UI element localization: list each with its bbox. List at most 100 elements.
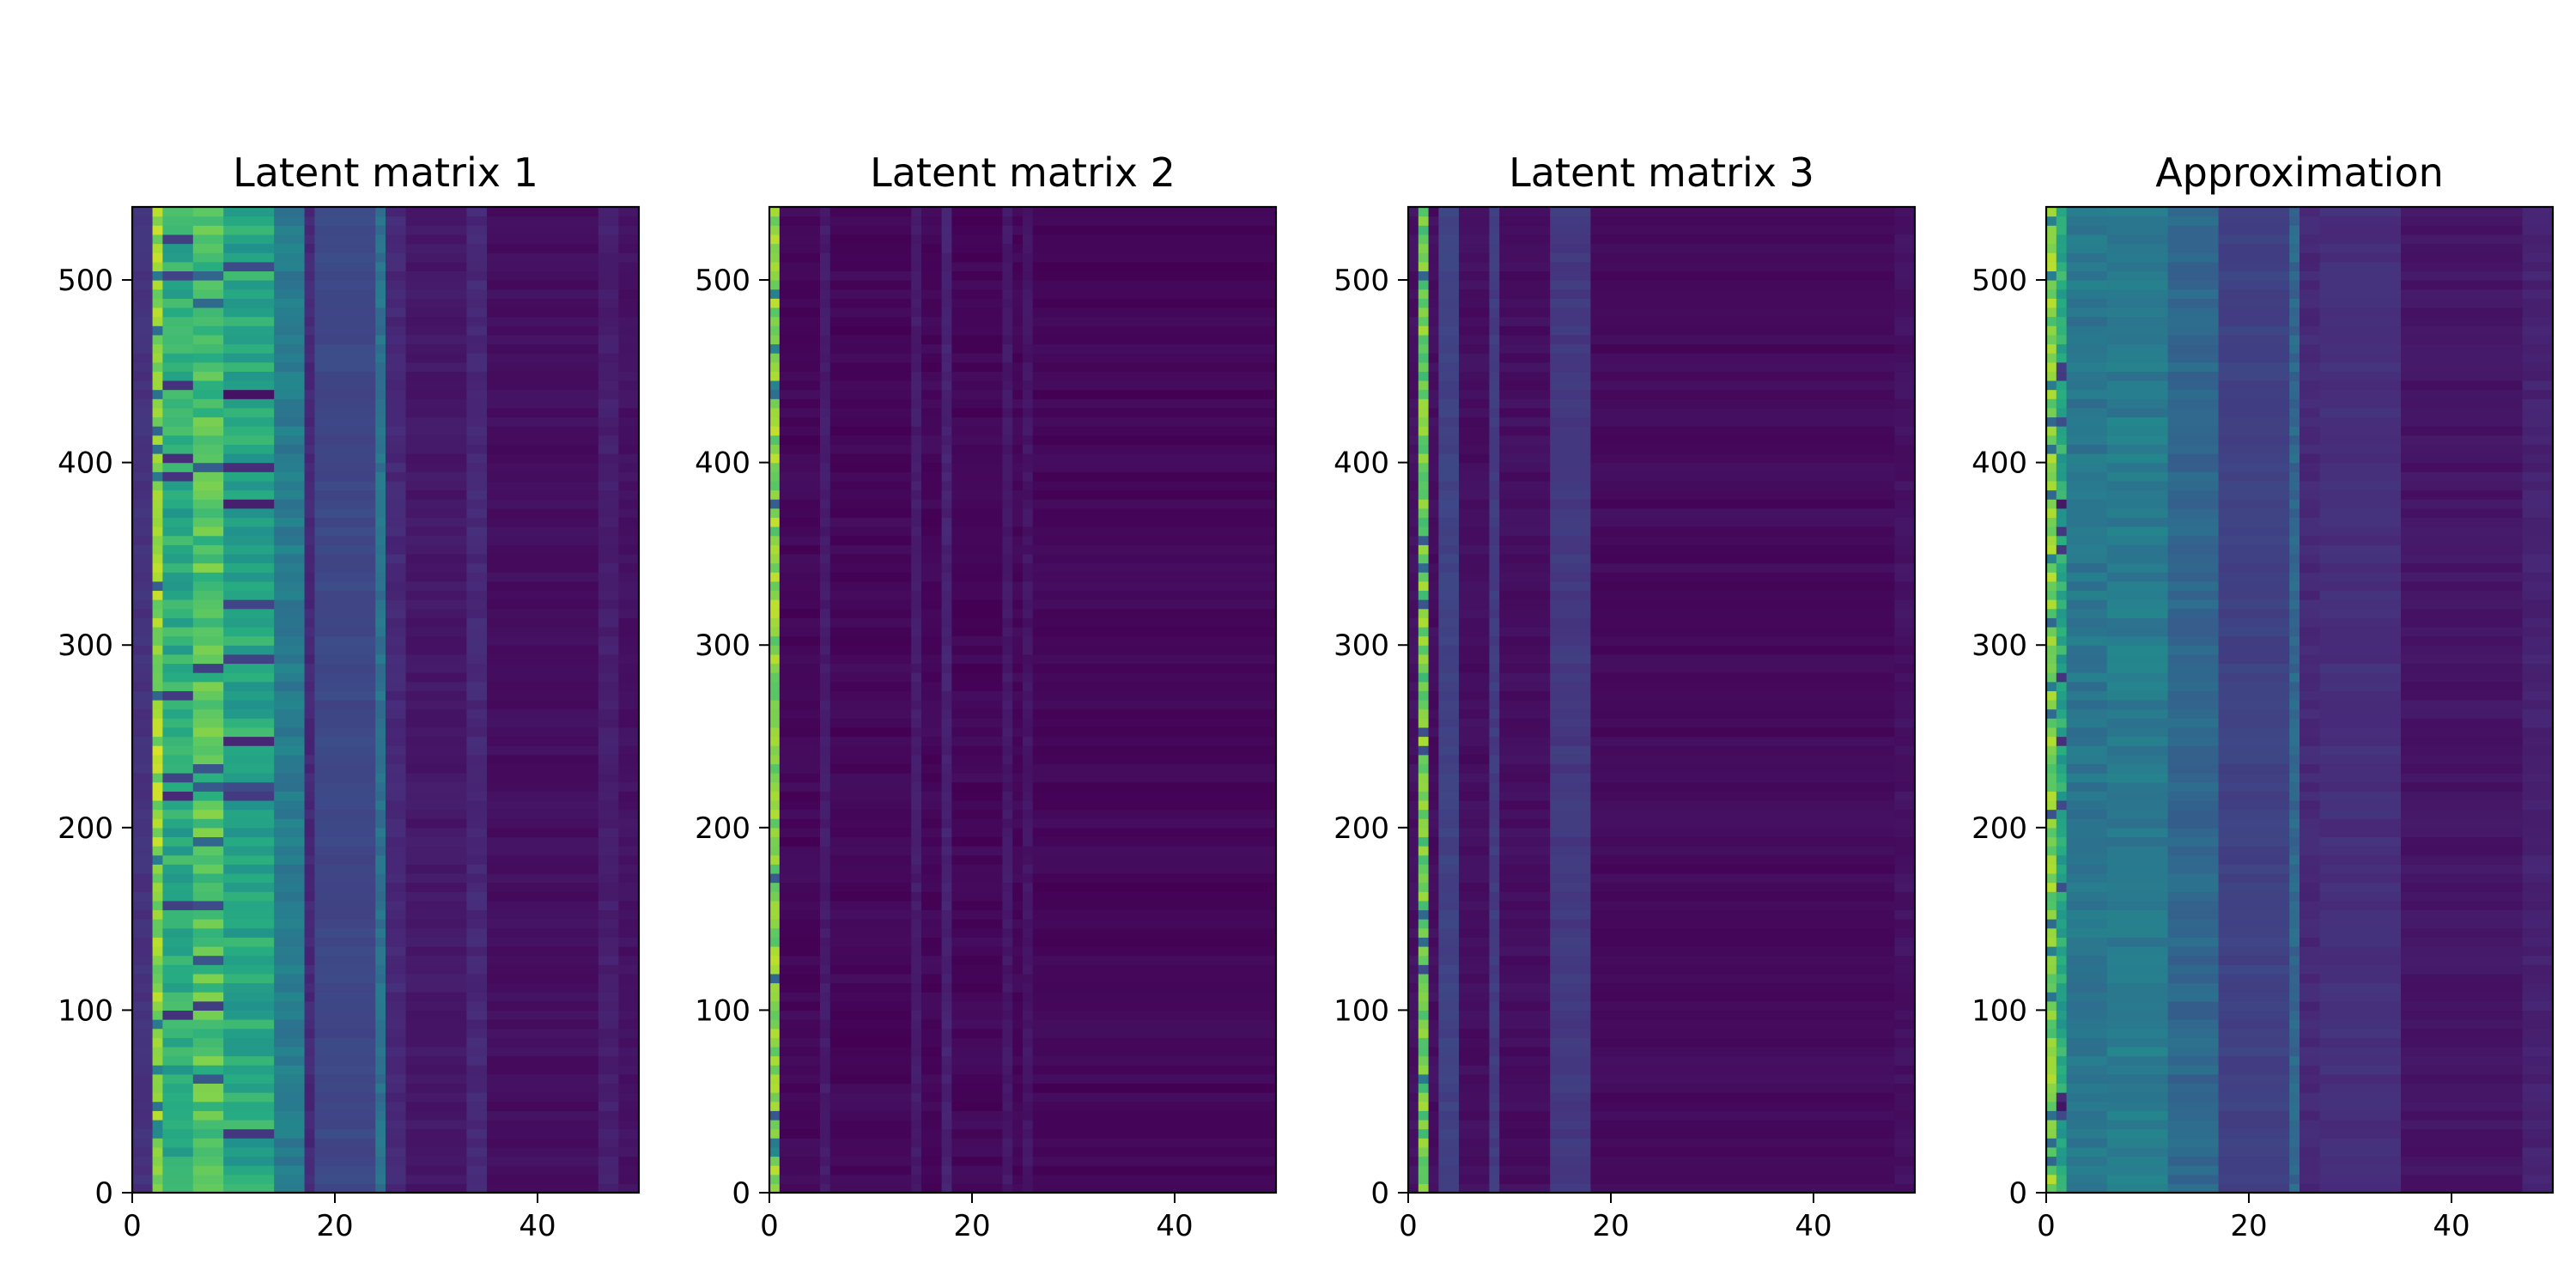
- heatmap-cell: [921, 1128, 943, 1139]
- heatmap-cell: [2167, 745, 2220, 756]
- heatmap-cell: [1550, 207, 1591, 217]
- heatmap-cell: [223, 864, 275, 874]
- heatmap-cell: [314, 1138, 376, 1148]
- heatmap-cell: [192, 1010, 224, 1020]
- heatmap-cell: [1428, 891, 1439, 902]
- heatmap-cell: [405, 681, 467, 691]
- heatmap-cell: [1590, 809, 1895, 819]
- heatmap-cell: [779, 763, 821, 774]
- heatmap-cell: [314, 726, 376, 738]
- heatmap-cell: [941, 380, 952, 391]
- heatmap-cell: [829, 234, 912, 245]
- heatmap-cell: [598, 580, 619, 592]
- heatmap-cell: [1012, 955, 1024, 965]
- heatmap-cell: [132, 1138, 154, 1148]
- heatmap-cell: [132, 608, 154, 618]
- heatmap-cell: [274, 799, 306, 811]
- heatmap-cell: [769, 955, 781, 965]
- heatmap-cell: [152, 599, 163, 610]
- heatmap-cell: [304, 992, 315, 1002]
- heatmap-cell: [132, 1037, 154, 1048]
- heatmap-cell: [779, 653, 821, 665]
- heatmap-cell: [951, 426, 1003, 436]
- heatmap-cell: [951, 1146, 1003, 1157]
- heatmap-cell: [941, 809, 952, 819]
- heatmap-cell: [223, 818, 275, 829]
- heatmap-cell: [951, 444, 1003, 454]
- heatmap-cell: [162, 973, 194, 984]
- heatmap-cell: [162, 827, 194, 838]
- heatmap-cell: [598, 307, 619, 318]
- heatmap-cell: [2218, 562, 2290, 573]
- heatmap-cell: [829, 416, 912, 427]
- heatmap-cell: [769, 872, 781, 884]
- heatmap-cell: [1590, 818, 1895, 829]
- heatmap-cell: [1023, 398, 1034, 409]
- heatmap-cell: [132, 353, 154, 363]
- heatmap-cell: [314, 398, 376, 409]
- heatmap-cell: [1032, 645, 1277, 655]
- heatmap-cell: [162, 216, 194, 226]
- heatmap-cell: [1012, 480, 1024, 491]
- heatmap-cell: [466, 462, 488, 472]
- heatmap-cell: [1590, 1046, 1895, 1057]
- heatmap-cell: [405, 690, 467, 701]
- heatmap-cell: [487, 608, 599, 618]
- heatmap-cell: [1023, 243, 1034, 253]
- heatmap-cell: [487, 827, 599, 838]
- heatmap-cell: [314, 434, 376, 445]
- heatmap-cell: [274, 809, 306, 819]
- heatmap-cell: [1418, 289, 1430, 299]
- heatmap-cell: [1499, 982, 1551, 993]
- heatmap-cell: [2046, 572, 2057, 582]
- heatmap-cell: [1459, 389, 1490, 399]
- heatmap-cell: [2056, 261, 2068, 272]
- heatmap-cell: [2218, 1019, 2290, 1030]
- heatmap-cell: [951, 718, 1003, 728]
- heatmap-cell: [1012, 626, 1024, 637]
- heatmap-cell: [1459, 1000, 1490, 1012]
- heatmap-cell: [132, 781, 154, 792]
- heatmap-cell: [779, 407, 821, 418]
- heatmap-cell: [2319, 781, 2402, 792]
- heatmap-cell: [1499, 791, 1551, 801]
- heatmap-cell: [162, 471, 194, 482]
- heatmap-cell: [769, 919, 781, 929]
- heatmap-cell: [1002, 708, 1013, 719]
- heatmap-cell: [1499, 645, 1551, 655]
- heatmap-cell: [779, 544, 821, 555]
- heatmap-cell: [1002, 718, 1013, 728]
- heatmap-cell: [1894, 846, 1916, 856]
- heatmap-cell: [1408, 1101, 1419, 1111]
- heatmap-cell: [829, 380, 912, 391]
- heatmap-cell: [1032, 946, 1277, 957]
- heatmap-cell: [2300, 599, 2321, 610]
- heatmap-cell: [2066, 626, 2108, 637]
- heatmap-cell: [152, 535, 163, 545]
- heatmap-cell: [1459, 334, 1490, 345]
- heatmap-cell: [466, 1156, 488, 1166]
- heatmap-cell: [829, 1128, 912, 1139]
- heatmap-cell: [1590, 946, 1895, 957]
- heatmap-cell: [1489, 1083, 1500, 1093]
- heatmap-cell: [274, 553, 306, 564]
- heatmap-cell: [1894, 1037, 1916, 1048]
- heatmap-cell: [1489, 462, 1500, 472]
- heatmap-cell: [1408, 553, 1419, 564]
- heatmap-cell: [2300, 617, 2321, 628]
- heatmap-cell: [2319, 1083, 2402, 1093]
- heatmap-cell: [2300, 580, 2321, 592]
- heatmap-cell: [1408, 708, 1419, 719]
- heatmap-cell: [386, 882, 407, 892]
- heatmap-cell: [779, 1046, 821, 1057]
- x-tick-label: 0: [1399, 1209, 1418, 1243]
- heatmap-cell: [274, 645, 306, 655]
- heatmap-cell: [1418, 773, 1430, 783]
- heatmap-cell: [405, 353, 467, 363]
- heatmap-cell: [386, 1110, 407, 1121]
- heatmap-cell: [487, 1092, 599, 1103]
- heatmap-cell: [1894, 1110, 1916, 1121]
- heatmap-cell: [223, 599, 275, 610]
- heatmap-cell: [466, 298, 488, 308]
- heatmap-cell: [911, 809, 922, 819]
